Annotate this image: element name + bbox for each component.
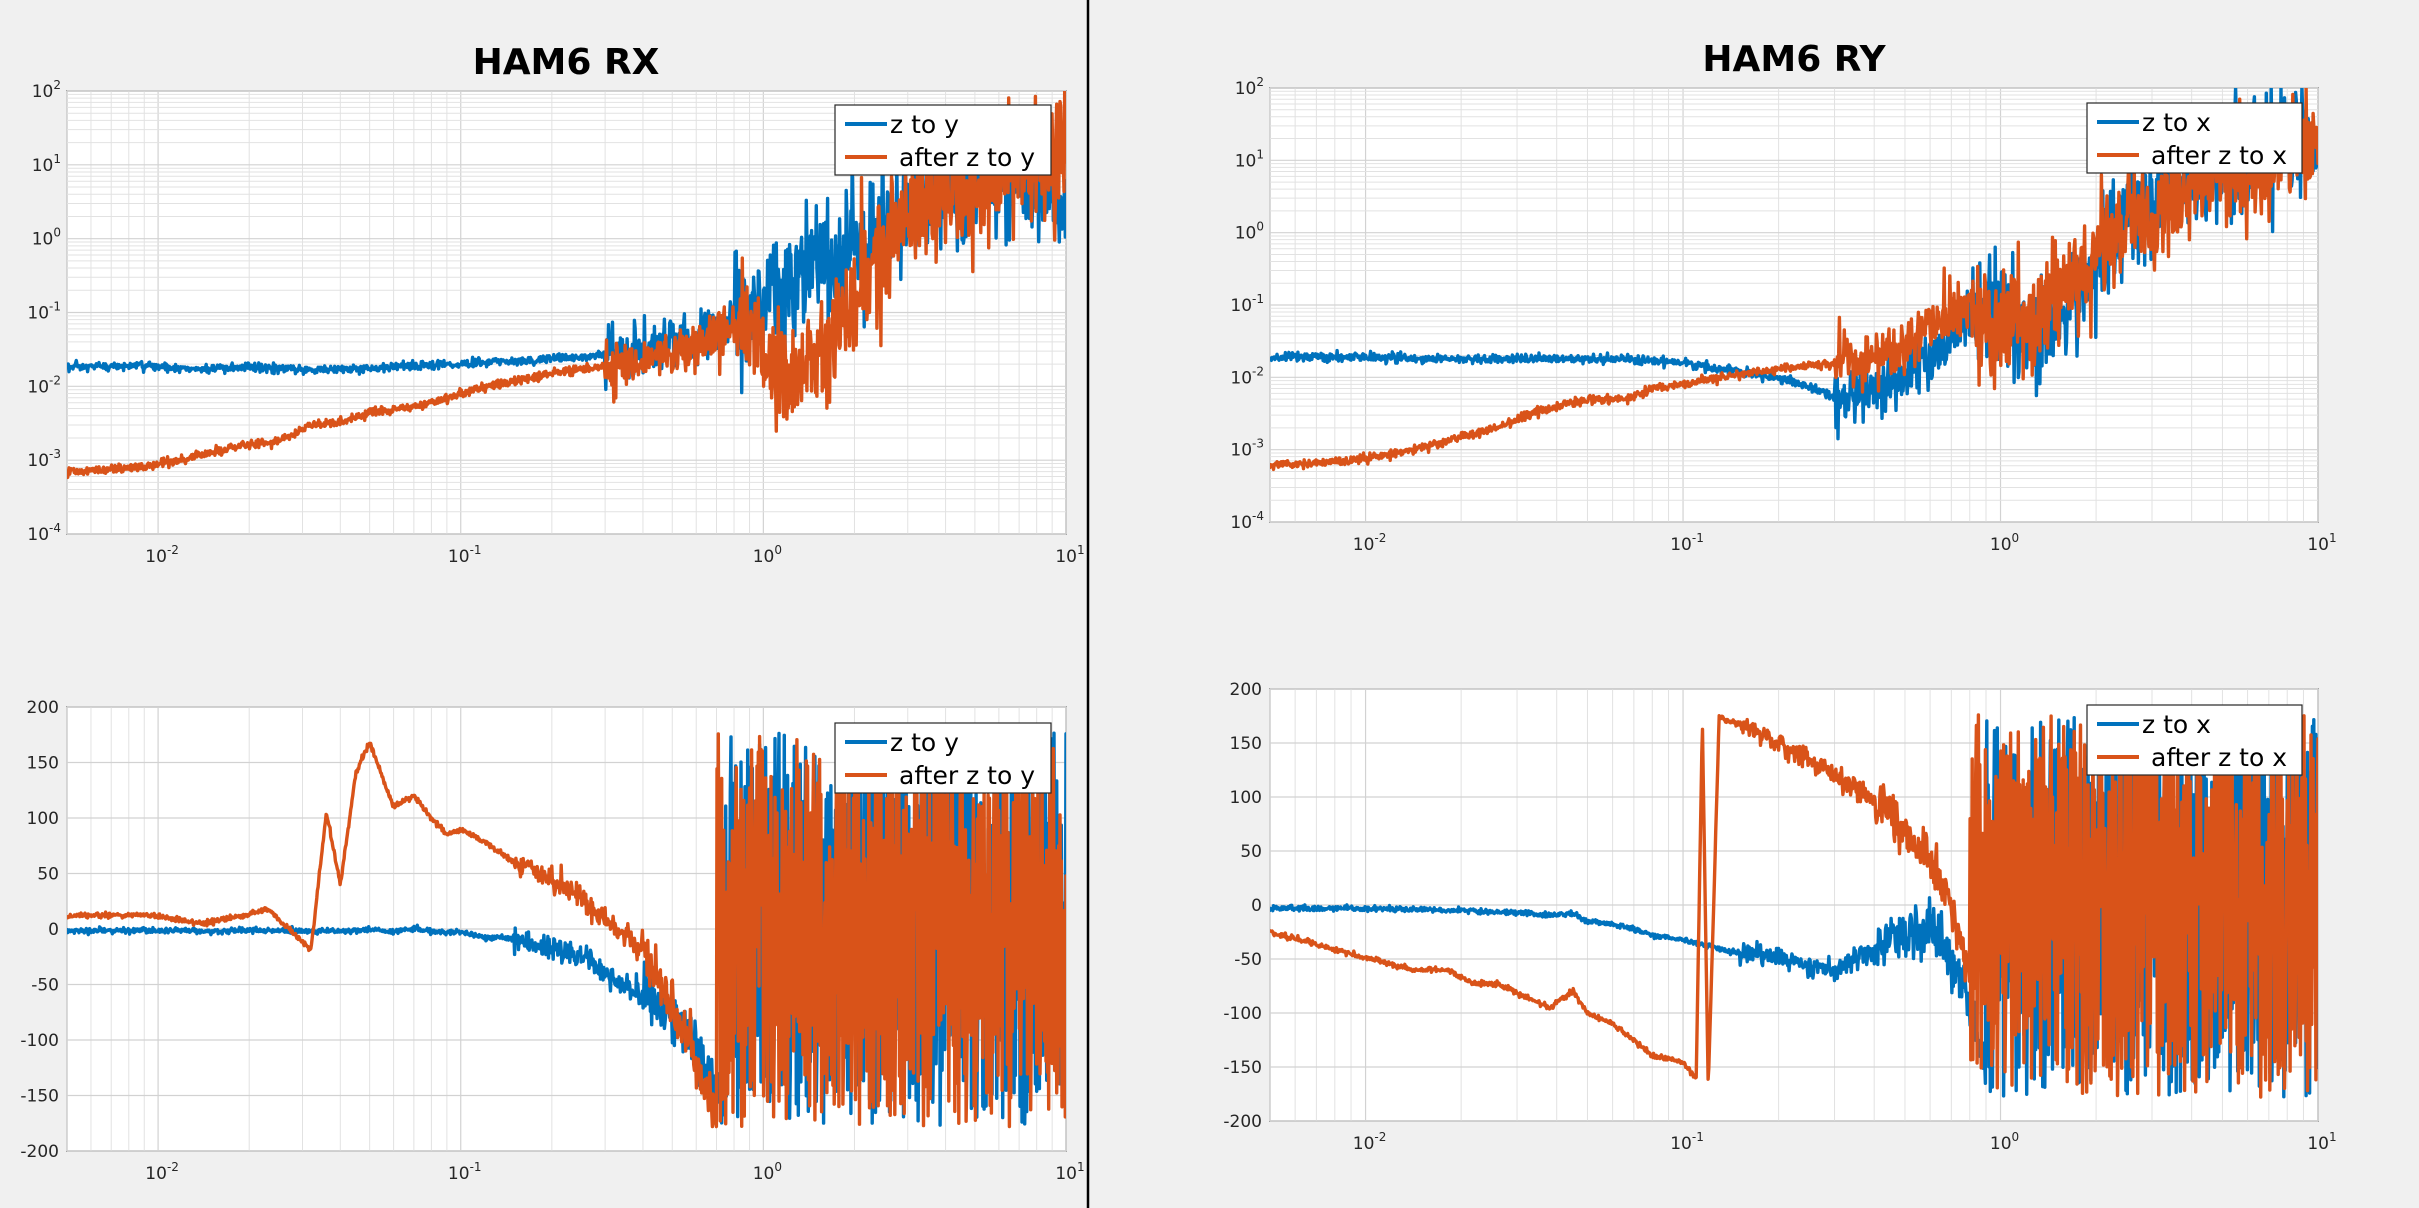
chart-title-ry: HAM6 RY [1702,39,1886,80]
legend[interactable]: z to x after z to x [2086,102,2303,174]
y-tick-label: 10-1 [27,300,61,324]
legend-label-after-z-to-x: after z to x [2151,141,2287,170]
series-line-after-z-to-y [67,91,1066,480]
y-tick-label: 200 [1230,680,1262,700]
y-tick-label: 10-3 [27,447,61,471]
chart-rx-phase: 10-2 10-1 100 101 -200 -150 -100 -50 0 50 100 150 20… [20,698,1084,1184]
y-tick-label: 101 [1235,147,1264,171]
series-line-z-to-x [1270,712,2318,1099]
legend-box [834,104,1052,176]
y-tick-label: -50 [1234,950,1262,970]
x-tick-label: 101 [1055,543,1084,567]
y-tick-label: 10-4 [27,521,61,545]
x-tick-label: 10-2 [145,543,179,567]
y-tick-label: 10-3 [1230,437,1264,461]
tick-labels: 10-2 10-1 100 101 10-4 10-3 10-2 10-1 100 101 102 [27,78,1084,567]
x-tick-label: 10-1 [448,1160,482,1184]
legend-box [2086,704,2303,776]
grid [66,90,1067,535]
y-tick-label: -100 [1223,1004,1262,1024]
legend-label-after-z-to-y: after z to y [899,143,1035,172]
legend[interactable]: z to x after z to x [2086,704,2303,776]
tick-labels: 10-2 10-1 100 101 10-4 10-3 10-2 10-1 100 101 102 [1230,75,2336,555]
tick-labels: 10-2 10-1 100 101 -200 -150 -100 -50 0 50 100 150 20… [1223,680,2336,1154]
series-layer [67,731,1066,1129]
y-tick-label: -50 [31,976,59,996]
x-tick-label: 10-2 [1353,1130,1387,1154]
y-tick-label: 200 [27,698,59,718]
x-tick-label: 10-2 [145,1160,179,1184]
x-tick-label: 100 [753,1160,782,1184]
legend-label-after-z-to-y: after z to y [899,761,1035,790]
legend-box [834,722,1052,794]
x-tick-label: 101 [1055,1160,1084,1184]
series-line-after-z-to-x [1270,712,2318,1099]
series-line-after-z-to-x [1270,88,2318,472]
y-tick-label: 102 [32,78,61,102]
legend-label-z-to-y: z to y [890,110,959,139]
x-tick-label: 10-1 [448,543,482,567]
y-tick-label: 0 [48,920,59,940]
chart-rx-magnitude: HAM6 RX 10-2 10-1 100 10110-410-310-210-110… [27,42,1084,567]
y-tick-label: 50 [37,865,59,885]
series-line-after-z-to-y [67,732,1066,1129]
y-tick-label: -200 [1223,1112,1262,1132]
y-tick-label: 100 [1235,220,1264,244]
legend-label-z-to-y: z to y [890,728,959,757]
y-tick-label: 10-2 [1230,364,1264,388]
y-tick-label: -100 [20,1031,59,1051]
series-layer [1270,712,2318,1099]
x-tick-label: 100 [753,543,782,567]
y-tick-label: 100 [32,226,61,250]
legend-label-z-to-x: z to x [2142,710,2211,739]
y-tick-label: 10-1 [1230,292,1264,316]
y-tick-label: 102 [1235,75,1264,99]
y-tick-label: 50 [1240,842,1262,862]
y-tick-label: 100 [1230,788,1262,808]
legend-label-after-z-to-x: after z to x [2151,743,2287,772]
x-tick-label: 10-1 [1670,531,1704,555]
legend[interactable]: z to y after z to y [834,722,1052,794]
chart-ry-magnitude: HAM6 RY 10-2 10-1 100 10110-410-310-210-110… [1230,39,2336,555]
y-tick-label: 101 [32,152,61,176]
x-tick-label: 101 [2307,1130,2336,1154]
y-tick-label: 10-4 [1230,509,1264,533]
y-tick-label: 100 [27,809,59,829]
tick-labels: 10-2 10-1 100 101 -200 -150 -100 -50 0 50 100 150 20… [20,698,1084,1184]
y-tick-label: 150 [27,754,59,774]
x-tick-label: 100 [1990,531,2019,555]
y-tick-label: 150 [1230,734,1262,754]
chart-title-rx: HAM6 RX [473,42,660,83]
x-tick-label: 10-1 [1670,1130,1704,1154]
y-tick-label: -150 [1223,1058,1262,1078]
y-tick-label: 0 [1251,896,1262,916]
x-tick-label: 10-2 [1353,531,1387,555]
x-tick-label: 100 [1990,1130,2019,1154]
grid [1269,87,2319,523]
y-tick-label: 10-2 [27,373,61,397]
y-tick-label: -200 [20,1142,59,1162]
legend[interactable]: z to y after z to y [834,104,1052,176]
legend-label-z-to-x: z to x [2142,108,2211,137]
legend-box [2086,102,2303,174]
series-layer [67,91,1066,480]
y-tick-label: -150 [20,1087,59,1107]
chart-ry-phase: 10-2 10-1 100 101 -200 -150 -100 -50 0 50 100 150 20… [1223,680,2336,1154]
x-tick-label: 101 [2307,531,2336,555]
